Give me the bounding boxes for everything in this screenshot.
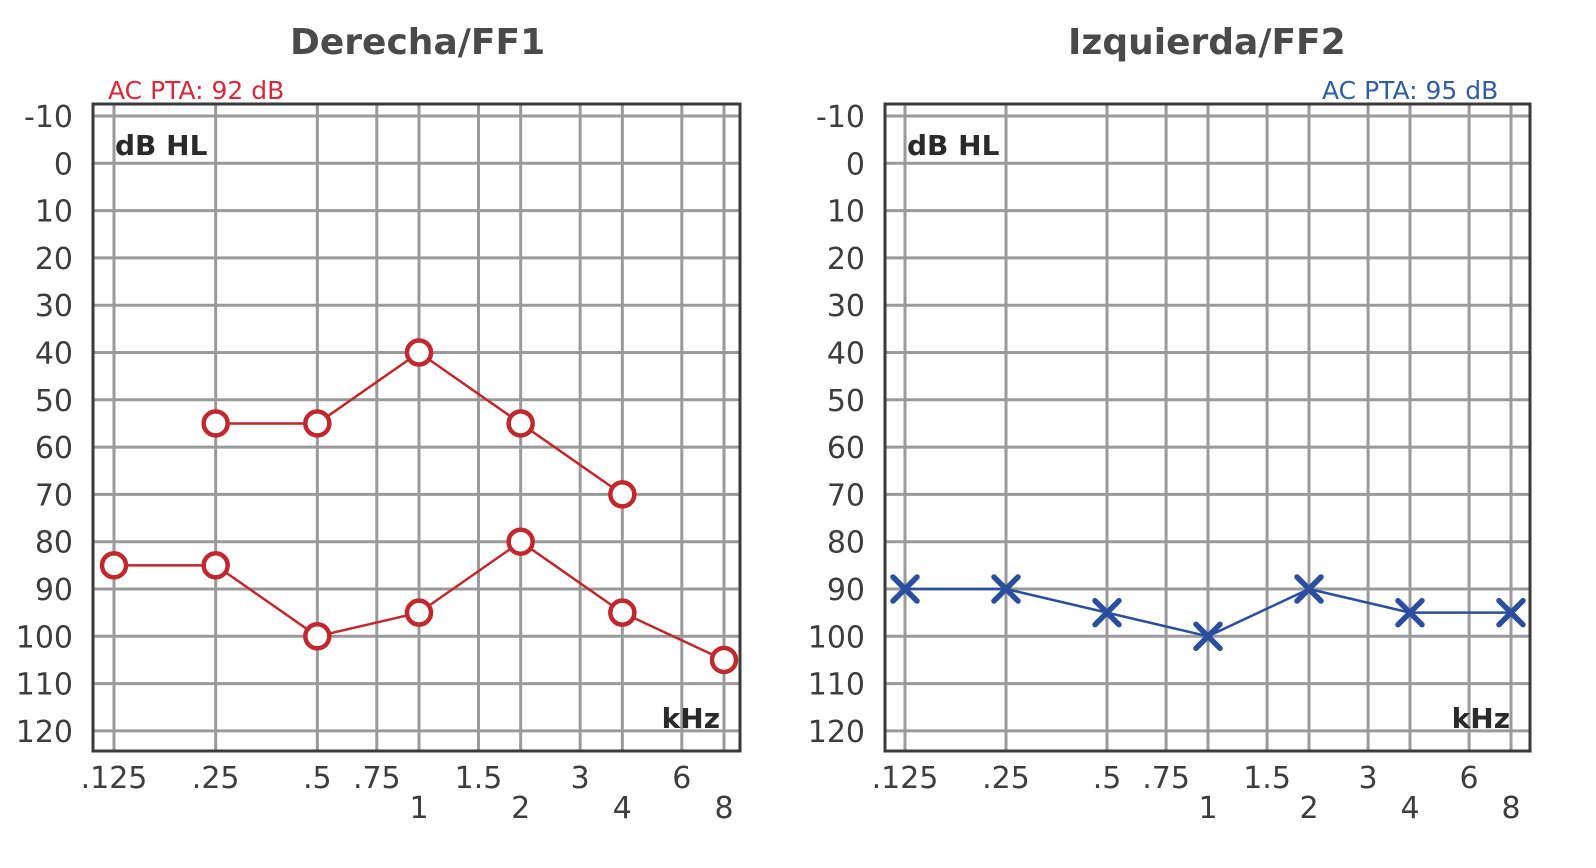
left-audiogram: -10 0 10 20 30 40 50 60 70 80 90 100 110 120.125 .25 .5…: [808, 100, 1532, 826]
x-tick-label-minor: 1.5: [1243, 761, 1291, 796]
data-point-cross: [890, 574, 920, 604]
right-pta-label: AC PTA: 92 dB: [108, 76, 285, 105]
series-line-segment: [214, 564, 319, 638]
x-tick-label: 4: [613, 791, 632, 826]
y-tick-label: 120: [808, 715, 865, 750]
x-tick-label: 2: [511, 791, 530, 826]
data-point-circle: [303, 622, 332, 651]
data-point-cross: [991, 574, 1021, 604]
x-tick-label-minor: .75: [1142, 761, 1190, 796]
left-chart-title: Izquierda/FF2: [1068, 22, 1346, 63]
data-point-cross: [1395, 597, 1425, 628]
series-line-segment: [519, 540, 624, 614]
data-point-circle: [506, 527, 535, 556]
y-tick-label: 70: [35, 478, 73, 513]
series-line-segment: [1106, 611, 1209, 638]
x-tick-label: 4: [1400, 791, 1419, 826]
series-line-segment: [418, 540, 522, 614]
y-tick-label: 90: [827, 573, 865, 608]
x-axis-unit-label: kHz: [662, 702, 720, 735]
data-point-circle: [201, 409, 230, 438]
x-tick-label-minor: 6: [1460, 761, 1479, 796]
series-line-segment: [1005, 587, 1108, 614]
y-tick-label: 40: [827, 337, 865, 372]
x-tick-label: .5: [1093, 761, 1122, 796]
x-tick-label: .25: [982, 761, 1030, 796]
x-tick-label: 1: [409, 791, 428, 826]
data-point-circle: [303, 409, 332, 438]
series-line-segment: [621, 611, 725, 662]
series-line-segment: [317, 611, 420, 638]
data-point-circle: [709, 645, 739, 675]
y-tick-label: 20: [35, 242, 73, 277]
plot-frame: [91, 102, 742, 753]
data-point-circle: [404, 598, 434, 627]
y-tick-label: 50: [35, 384, 73, 419]
data-point-cross: [1496, 597, 1526, 628]
data-point-circle: [404, 338, 434, 367]
data-point-cross: [1294, 574, 1324, 604]
y-tick-label: 10: [827, 195, 865, 230]
x-tick-label: 8: [1501, 791, 1520, 826]
y-axis-unit-label: dB HL: [907, 129, 1000, 162]
data-point-circle: [99, 551, 129, 580]
x-tick-label: 1: [1198, 791, 1217, 826]
y-tick-label: 60: [35, 431, 73, 466]
x-tick-label-minor: 6: [672, 761, 691, 796]
x-tick-label-minor: .75: [353, 761, 401, 796]
y-tick-label: 100: [16, 620, 73, 655]
y-tick-label: 50: [827, 384, 865, 419]
y-tick-label: 110: [16, 668, 73, 703]
left-pta-label: AC PTA: 95 dB: [1322, 76, 1499, 105]
x-tick-label: 8: [714, 791, 733, 826]
x-tick-label: .125: [81, 761, 148, 796]
y-axis-unit-label: dB HL: [115, 129, 208, 162]
right-audiogram: -10 0 10 20 30 40 50 60 70 80 90 100 110 120.125 .25 .5…: [16, 100, 742, 826]
right-chart-title: Derecha/FF1: [290, 22, 546, 63]
data-point-circle: [201, 551, 230, 580]
y-tick-label: 70: [827, 478, 865, 513]
series-line-segment: [1308, 587, 1411, 614]
y-tick-label: 80: [827, 526, 865, 561]
y-tick-label: 0: [54, 147, 73, 182]
y-tick-label: 60: [827, 431, 865, 466]
x-tick-label: .25: [192, 761, 240, 796]
series-line-segment: [418, 351, 522, 425]
y-tick-label: 0: [846, 147, 865, 182]
y-tick-label: 110: [808, 668, 865, 703]
data-point-circle: [608, 480, 637, 509]
y-tick-label: 40: [35, 337, 73, 372]
y-tick-label: 10: [35, 195, 73, 230]
y-tick-label: 20: [827, 242, 865, 277]
y-tick-label: -10: [816, 100, 865, 135]
y-tick-label: 80: [35, 526, 73, 561]
x-tick-label-minor: 3: [571, 761, 590, 796]
x-axis-unit-label: kHz: [1452, 702, 1510, 735]
y-tick-label: 90: [35, 573, 73, 608]
y-tick-label: 30: [35, 289, 73, 324]
y-tick-label: 30: [827, 289, 865, 324]
x-tick-label: .5: [303, 761, 332, 796]
x-tick-label-minor: 1.5: [455, 761, 503, 796]
x-tick-label: 2: [1299, 791, 1318, 826]
y-tick-label: 100: [808, 620, 865, 655]
series-line-segment: [1207, 587, 1310, 638]
y-tick-label: -10: [24, 100, 73, 135]
data-point-circle: [506, 409, 535, 438]
data-point-cross: [1193, 621, 1223, 652]
series-line-segment: [519, 422, 624, 496]
x-tick-label-minor: 3: [1359, 761, 1378, 796]
plot-frame: [883, 102, 1532, 753]
data-point-cross: [1092, 597, 1122, 628]
x-tick-label: .125: [872, 761, 939, 796]
y-tick-label: 120: [16, 715, 73, 750]
series-line-segment: [316, 351, 420, 425]
data-point-circle: [608, 598, 637, 627]
